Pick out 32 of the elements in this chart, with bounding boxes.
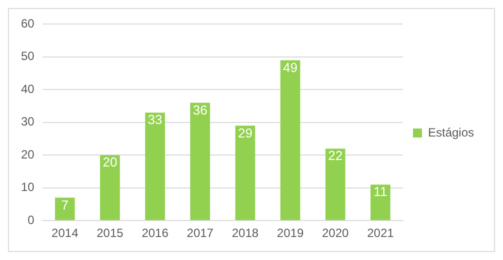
bar	[54, 198, 75, 220]
y-tick-label: 60	[20, 16, 35, 31]
x-tick-label: 2014	[52, 226, 79, 240]
y-tick-label: 40	[20, 82, 35, 96]
y-tick-label: 30	[20, 114, 35, 129]
bar	[100, 155, 120, 220]
y-tick-label: 20	[20, 147, 35, 162]
x-tick-label: 2016	[142, 226, 169, 240]
legend-label: Estágios	[428, 125, 474, 140]
data-label: 7	[61, 197, 69, 212]
data-label: 20	[102, 154, 118, 170]
bar	[280, 60, 300, 220]
bar	[145, 112, 165, 220]
data-label: 22	[328, 148, 343, 164]
data-label: 29	[238, 125, 252, 140]
bar	[235, 126, 256, 220]
x-tick-label: 2021	[367, 226, 394, 240]
bar	[325, 148, 346, 220]
bar	[190, 102, 210, 220]
y-tick-label: 0	[28, 212, 35, 227]
x-tick-label: 2018	[232, 226, 259, 240]
data-label: 11	[374, 184, 388, 200]
y-tick-label: 10	[20, 180, 35, 194]
data-label: 36	[192, 102, 208, 118]
x-tick-label: 2019	[276, 226, 304, 240]
x-tick-label: 2020	[322, 226, 350, 240]
data-label: 49	[283, 60, 298, 75]
data-label: 33	[148, 112, 162, 128]
x-tick-label: 2017	[186, 226, 214, 240]
x-tick-label: 2015	[96, 226, 124, 240]
y-tick-label: 50	[20, 49, 35, 64]
bar	[370, 184, 390, 220]
